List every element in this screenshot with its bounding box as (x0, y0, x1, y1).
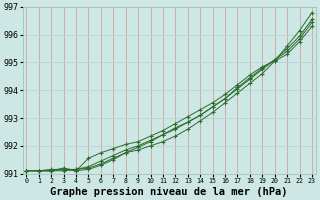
X-axis label: Graphe pression niveau de la mer (hPa): Graphe pression niveau de la mer (hPa) (51, 186, 288, 197)
